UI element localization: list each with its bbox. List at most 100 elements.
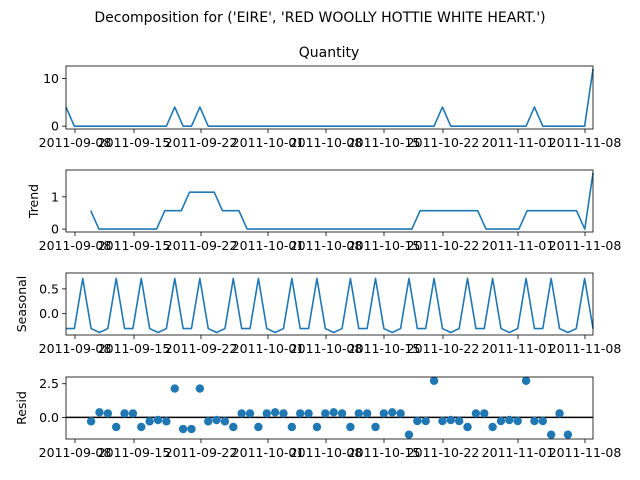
resid-point [388, 408, 397, 417]
resid-point [446, 415, 455, 425]
x-tick-label: 2011-10-08 [290, 445, 363, 460]
y-tick-label: 0.0 [39, 306, 59, 321]
resid-point [546, 430, 556, 439]
x-tick-label: 2011-10-08 [290, 135, 363, 150]
resid-point [555, 409, 564, 418]
resid-point [404, 430, 414, 439]
panel-trend: Trend 012011-09-082011-09-152011-09-2220… [26, 169, 622, 253]
x-tick-label: 2011-11-01 [482, 238, 555, 253]
resid-point [346, 422, 355, 432]
resid-point [463, 422, 472, 432]
resid-point [237, 409, 246, 418]
x-tick-label: 2011-09-22 [165, 445, 238, 460]
panel-resid: Resid 0.0 2.5 2011-09-082011-09-152011-09-… [14, 376, 621, 460]
x-tick-label: 2011-09-22 [165, 238, 238, 253]
x-tick-label: 2011-10-01 [232, 238, 305, 253]
panel-quantity: Quantity 0 10 2011-09-082011-09-152011-09-… [39, 45, 622, 150]
y-tick-label: 10 [43, 71, 59, 86]
resid-point [162, 417, 171, 426]
resid-point [245, 409, 255, 418]
resid-point [337, 409, 347, 418]
series-line [66, 277, 594, 334]
x-tick-label: 2011-10-15 [348, 341, 421, 356]
resid-point [429, 376, 439, 385]
panel-quantity-plot: 0102011-09-082011-09-152011-09-222011-10… [39, 65, 622, 150]
figure-suptitle: Decomposition for ('EIRE', 'RED WOOLLY H… [94, 10, 545, 26]
resid-point [145, 417, 154, 426]
resid-point [204, 417, 213, 426]
resid-point [229, 422, 238, 432]
resid-point [354, 409, 363, 418]
resid-point [379, 409, 389, 418]
resid-point [538, 416, 548, 426]
resid-point [312, 422, 322, 432]
axis-frame [65, 376, 594, 440]
x-tick-label: 2011-09-22 [165, 135, 238, 150]
x-tick-label: 2011-09-15 [98, 341, 171, 356]
x-tick-label: 2011-09-15 [98, 445, 171, 460]
x-tick-label: 2011-10-08 [290, 341, 363, 356]
x-tick-label: 2011-11-01 [482, 135, 555, 150]
resid-point [212, 415, 221, 425]
panel-seasonal-ylabel: Seasonal [14, 276, 29, 333]
resid-point [95, 408, 104, 417]
resid-point [505, 415, 514, 425]
x-tick-label: 2011-10-15 [348, 445, 421, 460]
resid-point [279, 409, 288, 418]
resid-point [170, 384, 179, 393]
x-tick-label: 2011-10-01 [232, 341, 305, 356]
series-line [65, 68, 594, 127]
x-tick-label: 2011-11-08 [549, 341, 622, 356]
axis-frame [65, 169, 594, 233]
resid-point [111, 422, 121, 432]
resid-point [262, 409, 271, 418]
resid-point [220, 417, 230, 426]
resid-point [296, 409, 305, 418]
y-tick-label: 1 [51, 189, 59, 204]
x-tick-label: 2011-09-08 [39, 341, 112, 356]
resid-point [396, 409, 405, 418]
panel-trend-plot: 012011-09-082011-09-152011-09-222011-10-… [39, 169, 622, 253]
resid-point [187, 424, 196, 434]
series-line [89, 172, 594, 230]
y-tick-label: 2.5 [39, 376, 59, 391]
panel-resid-plot: 0.02.52011-09-082011-09-152011-09-222011… [39, 376, 622, 460]
y-tick-label: 0 [51, 222, 59, 237]
axis-frame [65, 65, 594, 130]
x-tick-label: 2011-11-01 [482, 341, 555, 356]
resid-point [421, 416, 430, 426]
x-tick-label: 2011-09-08 [39, 238, 112, 253]
resid-point [513, 416, 522, 426]
resid-point [304, 409, 313, 418]
resid-point [480, 409, 489, 418]
resid-point [329, 408, 338, 417]
x-tick-label: 2011-09-08 [39, 445, 112, 460]
panel-seasonal: Seasonal 0.00.52011-09-082011-09-152011-… [14, 272, 622, 356]
x-tick-label: 2011-10-22 [407, 135, 480, 150]
resid-point [254, 422, 263, 432]
x-tick-label: 2011-10-08 [290, 238, 363, 253]
panel-trend-ylabel: Trend [26, 184, 41, 219]
x-tick-label: 2011-11-08 [549, 135, 622, 150]
x-tick-label: 2011-10-01 [232, 445, 305, 460]
resid-point [371, 422, 380, 432]
x-tick-label: 2011-09-15 [98, 135, 171, 150]
resid-point [321, 409, 330, 418]
x-tick-label: 2011-10-01 [232, 135, 305, 150]
resid-point [270, 408, 280, 417]
resid-point [120, 409, 129, 418]
resid-point [287, 422, 297, 432]
resid-point [438, 416, 447, 426]
resid-point [530, 416, 539, 426]
x-tick-label: 2011-11-01 [482, 445, 555, 460]
x-tick-label: 2011-11-08 [549, 238, 622, 253]
x-tick-label: 2011-10-22 [407, 445, 480, 460]
resid-point [521, 376, 531, 385]
resid-point [128, 409, 138, 418]
x-tick-label: 2011-10-22 [407, 341, 480, 356]
resid-point [496, 416, 506, 426]
y-tick-label: 0.0 [39, 410, 59, 425]
panel-quantity-title: Quantity [299, 45, 360, 61]
x-tick-label: 2011-11-08 [549, 445, 622, 460]
